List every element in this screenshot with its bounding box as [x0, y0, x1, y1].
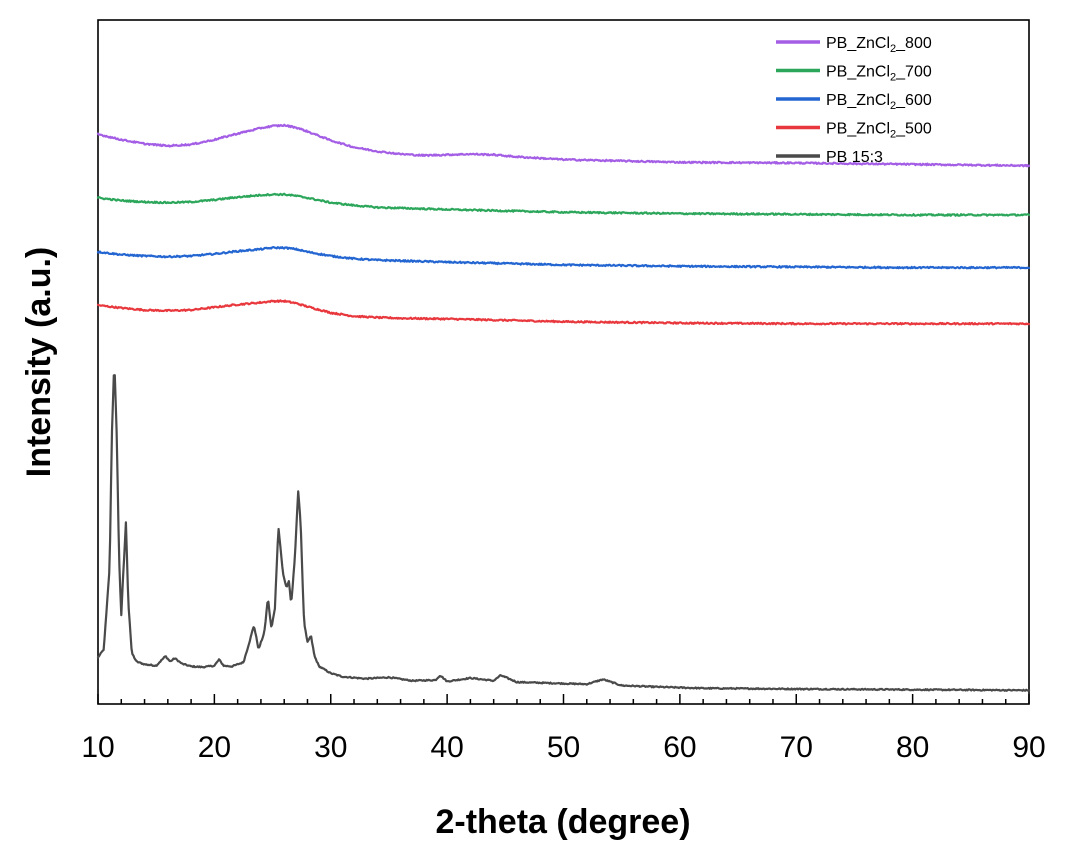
x-tick-label: 80: [896, 731, 929, 764]
series-line-pb-zncl2-500: [96, 299, 1031, 326]
x-axis-tick-labels: 10 20 30 40 50 60 70 80 90: [81, 731, 1045, 764]
x-tick-label: 10: [81, 731, 114, 764]
x-tick-label: 20: [198, 731, 231, 764]
series-layer: [96, 123, 1031, 692]
x-tick-label: 30: [314, 731, 347, 764]
y-axis-title: Intensity (a.u.): [20, 247, 58, 477]
series-line-pb-zncl2-800: [96, 123, 1031, 168]
legend-label-pb-zncl2-500: PB_ZnCl2_500: [826, 121, 932, 141]
legend: PB_ZnCl2_800 PB_ZnCl2_700 PB_ZnCl2_600 PB_Z…: [776, 35, 932, 166]
series-line-pb-15-3: [96, 374, 1031, 692]
legend-label-pb-zncl2-700: PB_ZnCl2_700: [826, 64, 932, 84]
x-tick-label: 60: [663, 731, 696, 764]
x-axis-ticks: [97, 694, 1030, 704]
legend-label-pb-zncl2-600: PB_ZnCl2_600: [826, 92, 932, 112]
x-tick-label: 90: [1012, 731, 1045, 764]
series-line-pb-zncl2-700: [96, 192, 1031, 217]
legend-label-pb-15-3: PB 15:3: [826, 149, 883, 166]
x-axis-title: 2-theta (degree): [435, 803, 690, 841]
x-tick-label: 50: [547, 731, 580, 764]
series-line-pb-zncl2-600: [96, 246, 1031, 270]
x-tick-label: 40: [430, 731, 463, 764]
x-tick-label: 70: [780, 731, 813, 764]
legend-label-pb-zncl2-800: PB_ZnCl2_800: [826, 35, 932, 55]
